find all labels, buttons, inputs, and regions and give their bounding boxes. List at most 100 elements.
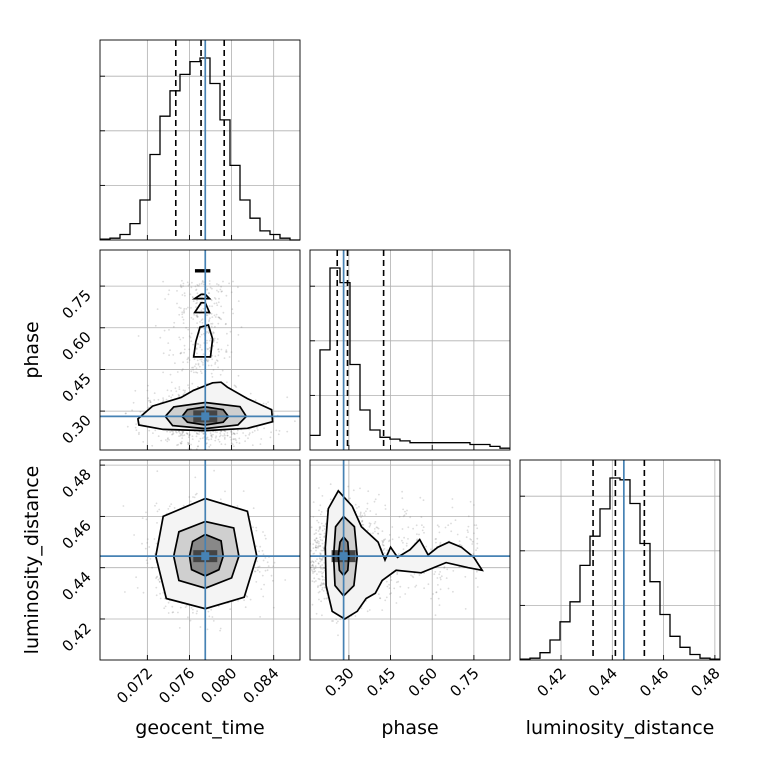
sample-point — [222, 280, 224, 283]
sample-point — [475, 524, 478, 527]
sample-point — [321, 539, 324, 542]
sample-point — [179, 352, 182, 355]
sample-point — [187, 357, 190, 360]
sample-point — [259, 443, 262, 445]
sample-point — [439, 571, 441, 573]
sample-point — [302, 530, 304, 532]
sample-point — [190, 370, 193, 373]
sample-point — [207, 360, 209, 363]
density-contour — [194, 269, 211, 273]
sample-point — [398, 515, 401, 518]
y-axis-label-phase: phase — [21, 321, 43, 378]
histogram-step-line — [310, 267, 510, 449]
sample-point — [213, 337, 216, 340]
sample-point — [170, 430, 173, 432]
sample-point — [186, 281, 189, 284]
sample-point — [361, 520, 363, 523]
sample-point — [401, 497, 404, 500]
sample-point — [418, 574, 421, 576]
x-tick-label-phase: 0.30 — [321, 664, 357, 700]
sample-point — [218, 297, 220, 300]
sample-point — [206, 628, 209, 631]
sample-point — [318, 598, 320, 601]
sample-point — [223, 433, 226, 435]
sample-point — [172, 325, 175, 328]
sample-point — [141, 517, 144, 519]
sample-point — [188, 434, 191, 437]
sample-point — [211, 332, 214, 335]
sample-point — [175, 431, 178, 434]
sample-point — [435, 541, 437, 544]
sample-point — [202, 432, 205, 435]
panel-frame — [519, 459, 721, 661]
sample-point — [214, 325, 216, 328]
sample-point — [475, 549, 477, 551]
sample-point — [319, 545, 322, 547]
sample-point — [217, 322, 220, 325]
sample-point — [213, 339, 216, 342]
sample-point — [179, 352, 182, 355]
sample-point — [197, 386, 200, 388]
sample-point — [390, 592, 392, 594]
sample-point — [313, 581, 316, 583]
sample-point — [171, 394, 174, 396]
sample-point — [319, 566, 322, 569]
sample-point — [232, 312, 235, 315]
sample-point — [166, 430, 169, 433]
sample-point — [200, 358, 203, 361]
sample-point — [321, 578, 324, 581]
sample-point — [415, 584, 418, 587]
sample-point — [147, 384, 149, 387]
sample-point — [312, 501, 315, 503]
sample-point — [311, 570, 314, 573]
sample-point — [473, 504, 475, 506]
sample-point — [188, 434, 191, 436]
sample-point — [226, 434, 229, 437]
sample-point — [349, 497, 351, 500]
sample-point — [192, 296, 194, 299]
sample-point — [320, 549, 323, 552]
sample-point — [378, 493, 380, 496]
sample-point — [187, 616, 189, 619]
sample-point — [421, 524, 423, 527]
sample-point — [192, 300, 195, 303]
sample-point — [264, 557, 267, 559]
x-tick-label-luminosity-distance: 0.46 — [636, 664, 672, 700]
sample-point — [156, 510, 159, 513]
sample-point — [208, 319, 211, 321]
sample-point — [210, 337, 212, 340]
sample-point — [430, 548, 432, 551]
sample-point — [215, 313, 218, 316]
sample-point — [178, 395, 181, 398]
sample-point — [202, 364, 204, 366]
sample-point — [195, 612, 198, 615]
sample-point — [381, 609, 384, 611]
x-tick-label-phase: 0.75 — [446, 664, 482, 700]
panel-frame — [99, 249, 301, 451]
sample-point — [224, 443, 227, 446]
x-tick-label-luminosity-distance: 0.48 — [687, 664, 723, 700]
sample-point — [416, 538, 419, 541]
sample-point — [209, 286, 212, 289]
sample-point — [162, 280, 165, 283]
sample-point — [297, 577, 299, 579]
sample-point — [384, 538, 387, 541]
sample-point — [209, 444, 212, 446]
sample-point — [217, 301, 220, 304]
sample-point — [368, 525, 371, 528]
sample-point — [320, 553, 322, 555]
sample-point — [318, 590, 321, 593]
sample-point — [188, 335, 191, 338]
sample-point — [476, 542, 479, 545]
sample-point — [244, 606, 247, 609]
sample-point — [188, 348, 191, 351]
sample-point — [224, 430, 227, 433]
sample-point — [313, 539, 316, 541]
sample-point — [476, 570, 478, 573]
sample-point — [315, 544, 317, 547]
sample-point — [300, 577, 302, 579]
sample-point — [168, 395, 171, 397]
sample-point — [374, 498, 377, 501]
density-contour — [136, 381, 274, 432]
